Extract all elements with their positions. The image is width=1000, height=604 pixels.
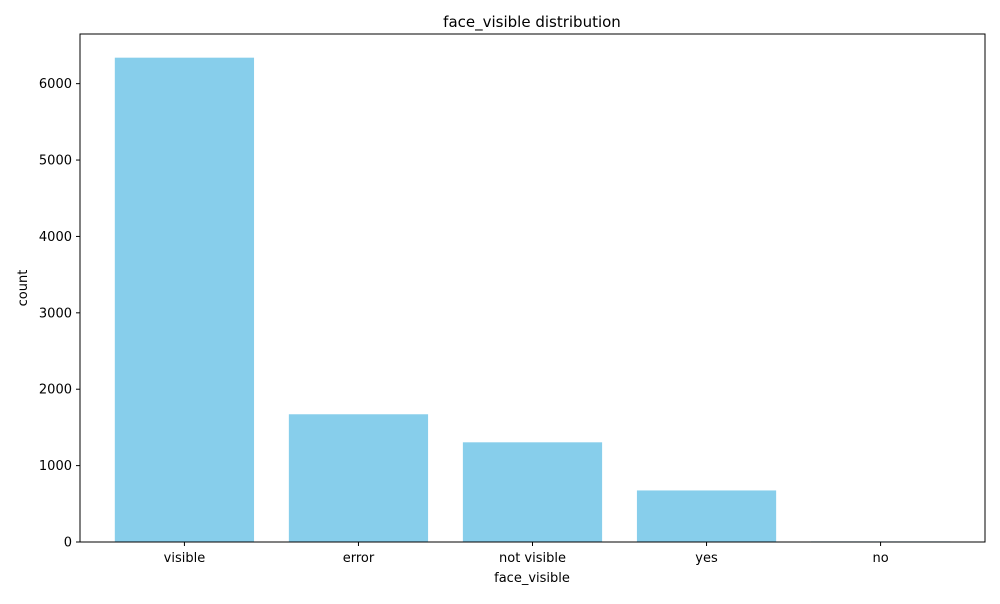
chart-title: face_visible distribution — [443, 13, 621, 32]
bar-not-visible — [462, 442, 603, 542]
x-tick-label: yes — [695, 551, 718, 566]
y-tick-label: 2000 — [39, 383, 72, 398]
y-axis-label: count — [16, 270, 31, 307]
x-tick-label: visible — [164, 551, 206, 566]
x-tick-label: not visible — [499, 551, 566, 566]
y-tick-label: 6000 — [39, 77, 72, 92]
bar-error — [288, 414, 429, 542]
bar-yes — [636, 490, 777, 542]
x-tick-label: error — [343, 551, 375, 566]
bar-visible — [114, 57, 255, 543]
plot-area: visible error not visible yes no 0 1000 2000 300… — [39, 57, 951, 566]
y-tick-label: 4000 — [39, 230, 72, 245]
x-axis-label: face_visible — [494, 571, 570, 586]
y-tick-label: 5000 — [39, 154, 72, 169]
x-tick-label: no — [872, 551, 888, 566]
y-tick-label: 0 — [64, 536, 72, 551]
y-tick-label: 1000 — [39, 459, 72, 474]
plot-frame — [79, 33, 986, 543]
y-tick-label: 3000 — [39, 306, 72, 321]
